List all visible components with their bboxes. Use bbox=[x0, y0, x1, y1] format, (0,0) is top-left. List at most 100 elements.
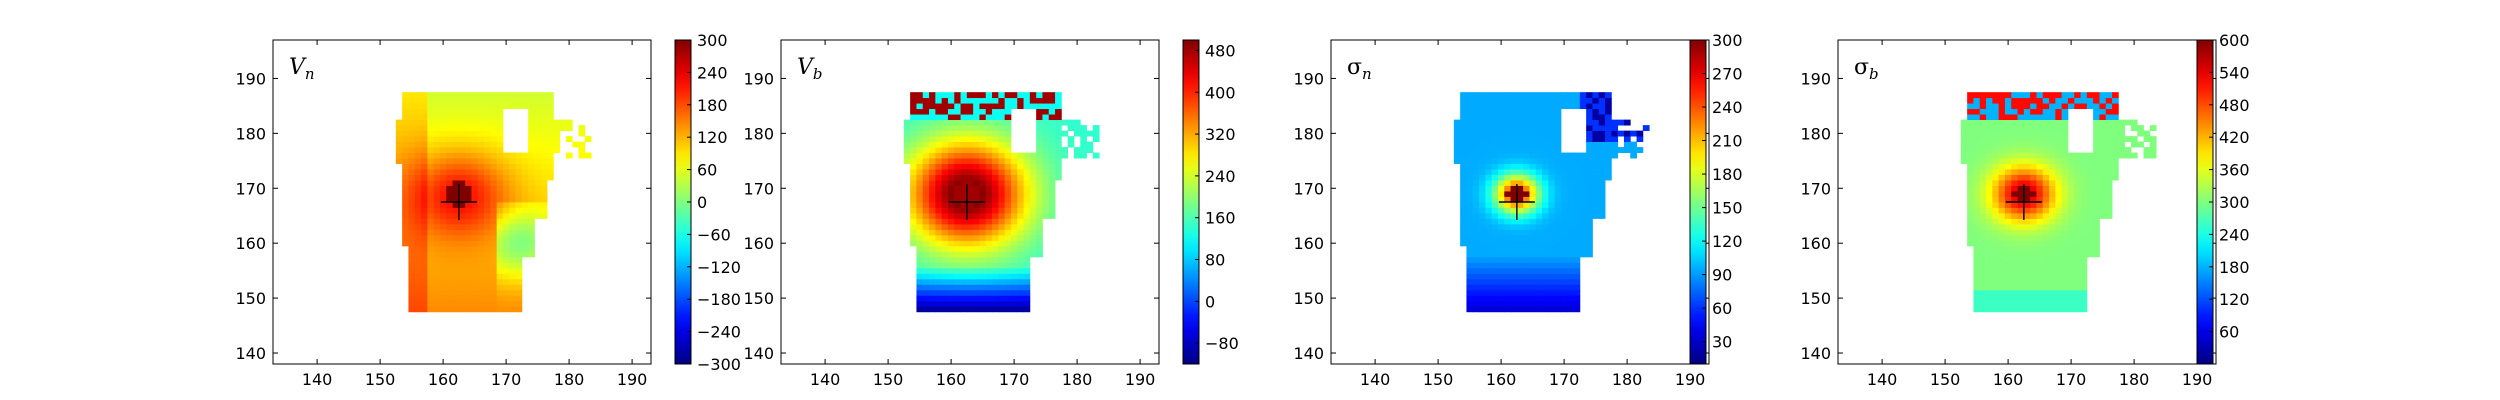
heatmap-cell bbox=[1998, 267, 2006, 274]
heatmap-cell bbox=[1023, 234, 1031, 241]
heatmap-cell bbox=[973, 278, 980, 285]
heatmap-cell bbox=[1611, 119, 1619, 126]
heatmap-cell bbox=[1560, 152, 1568, 159]
heatmap-cell bbox=[954, 147, 961, 153]
heatmap-cell bbox=[1579, 97, 1587, 104]
heatmap-cell bbox=[1992, 114, 2000, 121]
heatmap-cell bbox=[1967, 191, 1974, 197]
heatmap-cell bbox=[973, 289, 980, 296]
heatmap-cell bbox=[1529, 114, 1537, 121]
heatmap-cell bbox=[1491, 273, 1499, 280]
heatmap-cell bbox=[490, 191, 498, 197]
heatmap-cell bbox=[1497, 108, 1505, 115]
heatmap-cell bbox=[2036, 114, 2044, 121]
heatmap-cell bbox=[922, 97, 930, 104]
heatmap-cell bbox=[439, 163, 447, 170]
heatmap-cell bbox=[1535, 202, 1543, 208]
heatmap-cell bbox=[966, 158, 974, 164]
heatmap-cell bbox=[496, 191, 504, 197]
heatmap-cell bbox=[1036, 92, 1043, 99]
heatmap-cell bbox=[922, 152, 930, 159]
heatmap-cell bbox=[414, 130, 422, 137]
heatmap-cell bbox=[1973, 306, 1981, 313]
heatmap-cell bbox=[2011, 147, 2018, 153]
heatmap-cell bbox=[421, 300, 428, 307]
heatmap-cell bbox=[433, 300, 441, 307]
heatmap-cell bbox=[477, 256, 485, 263]
heatmap-cell bbox=[402, 169, 409, 175]
heatmap-cell bbox=[1042, 125, 1050, 132]
heatmap-cell bbox=[1023, 202, 1031, 208]
heatmap-cell bbox=[954, 207, 961, 214]
heatmap-cell bbox=[2042, 240, 2050, 247]
heatmap-cell bbox=[1986, 141, 1993, 148]
heatmap-cell bbox=[929, 306, 936, 313]
heatmap-cell bbox=[1491, 223, 1499, 230]
heatmap-cell bbox=[1010, 202, 1018, 208]
heatmap-cell bbox=[2004, 212, 2012, 219]
heatmap-cell bbox=[458, 273, 466, 280]
heatmap-cell bbox=[1485, 256, 1493, 263]
heatmap-cell bbox=[1048, 191, 1056, 197]
heatmap-cell bbox=[1460, 196, 1467, 203]
heatmap-cell bbox=[540, 108, 548, 115]
heatmap-cell bbox=[452, 92, 460, 99]
x-tick-label: 160 bbox=[936, 370, 967, 389]
heatmap-cell bbox=[528, 103, 535, 110]
heatmap-cell bbox=[992, 295, 999, 302]
heatmap-cell bbox=[421, 295, 428, 302]
y-tick-label: 190 bbox=[235, 69, 266, 88]
heatmap-cell bbox=[2049, 267, 2056, 274]
heatmap-cell bbox=[2074, 196, 2081, 203]
heatmap-cell bbox=[402, 202, 409, 208]
heatmap-cell bbox=[439, 207, 447, 214]
heatmap-cell bbox=[941, 289, 949, 296]
heatmap-cell bbox=[2105, 174, 2113, 181]
heatmap-cell bbox=[916, 114, 924, 121]
heatmap-cell bbox=[985, 103, 993, 110]
heatmap-cell bbox=[2099, 125, 2107, 132]
heatmap-cell bbox=[1485, 97, 1493, 104]
heatmap-cell bbox=[421, 92, 428, 99]
heatmap-cell bbox=[528, 141, 535, 148]
heatmap-cell bbox=[1535, 97, 1543, 104]
heatmap-cell bbox=[1605, 103, 1612, 110]
heatmap-cell bbox=[1567, 251, 1574, 258]
heatmap-cell bbox=[1497, 256, 1505, 263]
heatmap-cell bbox=[439, 114, 447, 121]
heatmap-cell bbox=[960, 234, 968, 241]
heatmap-cell bbox=[446, 191, 453, 197]
heatmap-cell bbox=[1579, 234, 1587, 241]
heatmap-cell bbox=[1605, 169, 1612, 175]
heatmap-cell bbox=[490, 256, 498, 263]
heatmap-cell bbox=[2074, 251, 2081, 258]
heatmap-cell bbox=[2017, 245, 2025, 252]
heatmap-cell bbox=[985, 119, 993, 126]
heatmap-cell bbox=[947, 218, 955, 225]
heatmap-cell bbox=[528, 92, 535, 99]
heatmap-cell bbox=[992, 196, 999, 203]
heatmap-cell bbox=[2023, 212, 2031, 219]
heatmap-cell bbox=[1080, 147, 1087, 153]
heatmap-cell bbox=[439, 245, 447, 252]
heatmap-cell bbox=[2030, 196, 2037, 203]
heatmap-cell bbox=[490, 125, 498, 132]
heatmap-cell bbox=[1573, 256, 1581, 263]
heatmap-cell bbox=[521, 163, 529, 170]
heatmap-cell bbox=[1485, 295, 1493, 302]
heatmap-cell bbox=[2017, 284, 2025, 291]
heatmap-cell bbox=[941, 180, 949, 186]
heatmap-cell bbox=[1523, 229, 1530, 236]
heatmap-cell bbox=[2049, 152, 2056, 159]
heatmap-cell bbox=[471, 223, 479, 230]
heatmap-cell bbox=[2030, 207, 2037, 214]
heatmap-cell bbox=[1542, 234, 1549, 241]
heatmap-cell bbox=[947, 174, 955, 181]
heatmap-cell bbox=[1567, 207, 1574, 214]
y-tick-label: 190 bbox=[743, 69, 774, 88]
heatmap-cell bbox=[1623, 130, 1631, 137]
heatmap-cell bbox=[1466, 262, 1474, 269]
x-tick-label: 180 bbox=[1062, 370, 1093, 389]
heatmap-cell bbox=[2023, 223, 2031, 230]
heatmap-cell bbox=[2011, 130, 2018, 137]
